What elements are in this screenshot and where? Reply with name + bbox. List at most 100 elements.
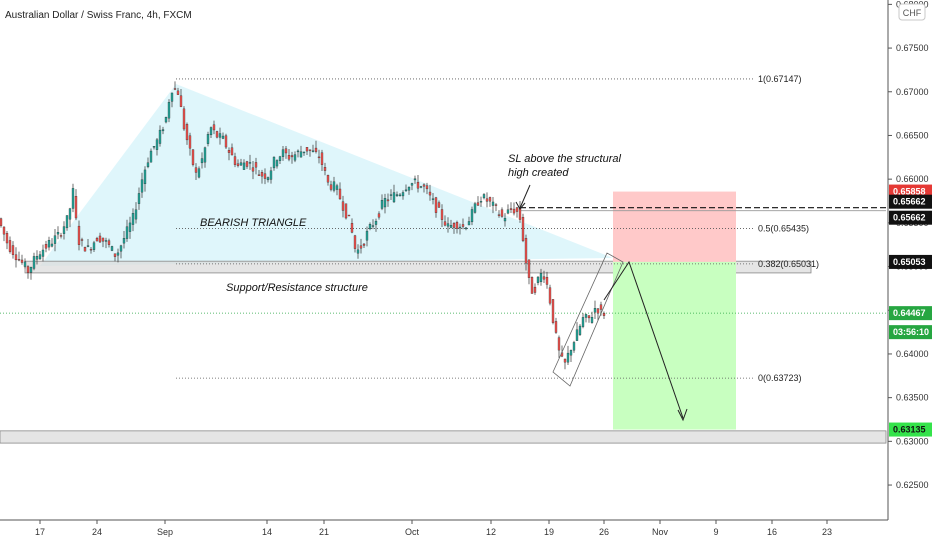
candle-body [521, 217, 525, 241]
pattern-label: BEARISH TRIANGLE [200, 217, 307, 229]
candle-body [542, 276, 546, 280]
candle-body [494, 204, 498, 206]
candle-body [401, 192, 405, 197]
price-badge-badge-entry [889, 254, 932, 269]
candle-body [449, 225, 453, 228]
candle-body [179, 95, 183, 107]
candle-body [458, 226, 462, 229]
candle-body [92, 242, 96, 250]
candle-body [287, 155, 291, 160]
time-axis[interactable]: 17 24 Sep 14 21 Oct 12 19 26 Nov 9 16 23 [35, 520, 832, 537]
candle-body [347, 214, 351, 217]
candle-body [0, 218, 3, 226]
candle-body [239, 162, 243, 166]
candle-body [110, 246, 114, 251]
candle-body [215, 131, 219, 138]
candle-body [71, 188, 75, 209]
price-badge-badge-last [889, 306, 932, 321]
sl-annotation-line1: SL above the structural [508, 153, 621, 165]
candle-body [419, 186, 423, 188]
candle-body [173, 88, 177, 90]
price-badge-badge-high-b [889, 210, 932, 225]
candle-body [116, 252, 120, 256]
candle-body [146, 162, 150, 168]
candle-body [599, 304, 603, 310]
price-badge-text-badge-high-a: 0.65662 [893, 197, 926, 207]
candle-body [14, 254, 18, 261]
time-tick-label: 12 [486, 527, 496, 537]
time-tick-label: Sep [157, 527, 173, 537]
candle-body [62, 226, 66, 234]
price-badge-badge-timer [889, 325, 932, 340]
candle-body [482, 194, 486, 199]
candle-body [509, 208, 513, 210]
price-badge-text-badge-last: 0.64467 [893, 308, 926, 318]
candle-body [125, 226, 129, 239]
time-tick-label: 19 [544, 527, 554, 537]
candle-body [566, 352, 570, 363]
candle-body [302, 151, 306, 154]
candle-body [404, 189, 408, 192]
currency-button[interactable]: CHF [898, 3, 926, 21]
candle-body [326, 175, 330, 183]
levels-layer: 1(0.67147) 0.5(0.65435) 0.382(0.65031) 0(0.… [0, 74, 886, 383]
candle-body [68, 208, 72, 220]
candle-body [200, 158, 204, 164]
symbol-title: Australian Dollar / Swiss Franc, 4h, FXC… [5, 10, 192, 21]
candle-body [251, 167, 255, 172]
candle-body [218, 133, 222, 138]
candle-body [314, 147, 318, 152]
candle-body [515, 207, 519, 212]
candle-body [593, 308, 597, 313]
candles-layer [0, 81, 606, 370]
candle-body [32, 256, 36, 269]
candle-body [8, 240, 12, 252]
candle-body [167, 102, 171, 119]
candle-body [2, 226, 6, 235]
price-tick-label: 0.63500 [896, 393, 929, 403]
candle-body [308, 149, 312, 151]
candle-body [590, 317, 594, 323]
candle-body [506, 209, 510, 214]
candle-body [227, 150, 231, 153]
candle-body [446, 223, 450, 227]
candle-body [437, 202, 441, 208]
candle-body [152, 146, 156, 148]
time-tick-label: 16 [767, 527, 777, 537]
candle-body [98, 235, 102, 243]
rising-wedge-channel [552, 252, 624, 387]
candle-body [194, 167, 198, 173]
candle-body [50, 243, 54, 247]
candle-body [89, 248, 93, 251]
price-tick-label: 0.66500 [896, 130, 929, 140]
candle-body [587, 315, 591, 319]
candle-body [272, 156, 276, 169]
candle-body [425, 185, 429, 190]
candle-body [356, 249, 360, 254]
candle-body [197, 168, 201, 178]
candle-body [467, 221, 471, 226]
bearish-triangle-layer [40, 84, 613, 266]
price-badge-text-badge-timer: 03:56:10 [893, 327, 929, 337]
candle-body [134, 209, 138, 220]
candle-body [533, 286, 537, 293]
candle-body [161, 129, 165, 132]
price-tick-label: 0.67000 [896, 87, 929, 97]
candle-body [443, 221, 447, 226]
price-badge-text-badge-high-b: 0.65662 [893, 213, 926, 223]
candle-body [74, 196, 78, 219]
candle-body [209, 127, 213, 136]
candle-body [554, 321, 558, 333]
price-badge-badge-high-a [889, 194, 932, 209]
candle-body [500, 209, 504, 217]
currency-button-frame[interactable] [898, 3, 926, 21]
candle-body [122, 238, 126, 244]
candle-body [26, 266, 30, 273]
currency-button-label[interactable]: CHF [903, 8, 922, 18]
projection-path [603, 260, 684, 419]
price-tick-label: 0.63000 [896, 436, 929, 446]
time-tick-label: 24 [92, 527, 102, 537]
candle-body [413, 178, 417, 181]
candle-body [143, 169, 147, 185]
